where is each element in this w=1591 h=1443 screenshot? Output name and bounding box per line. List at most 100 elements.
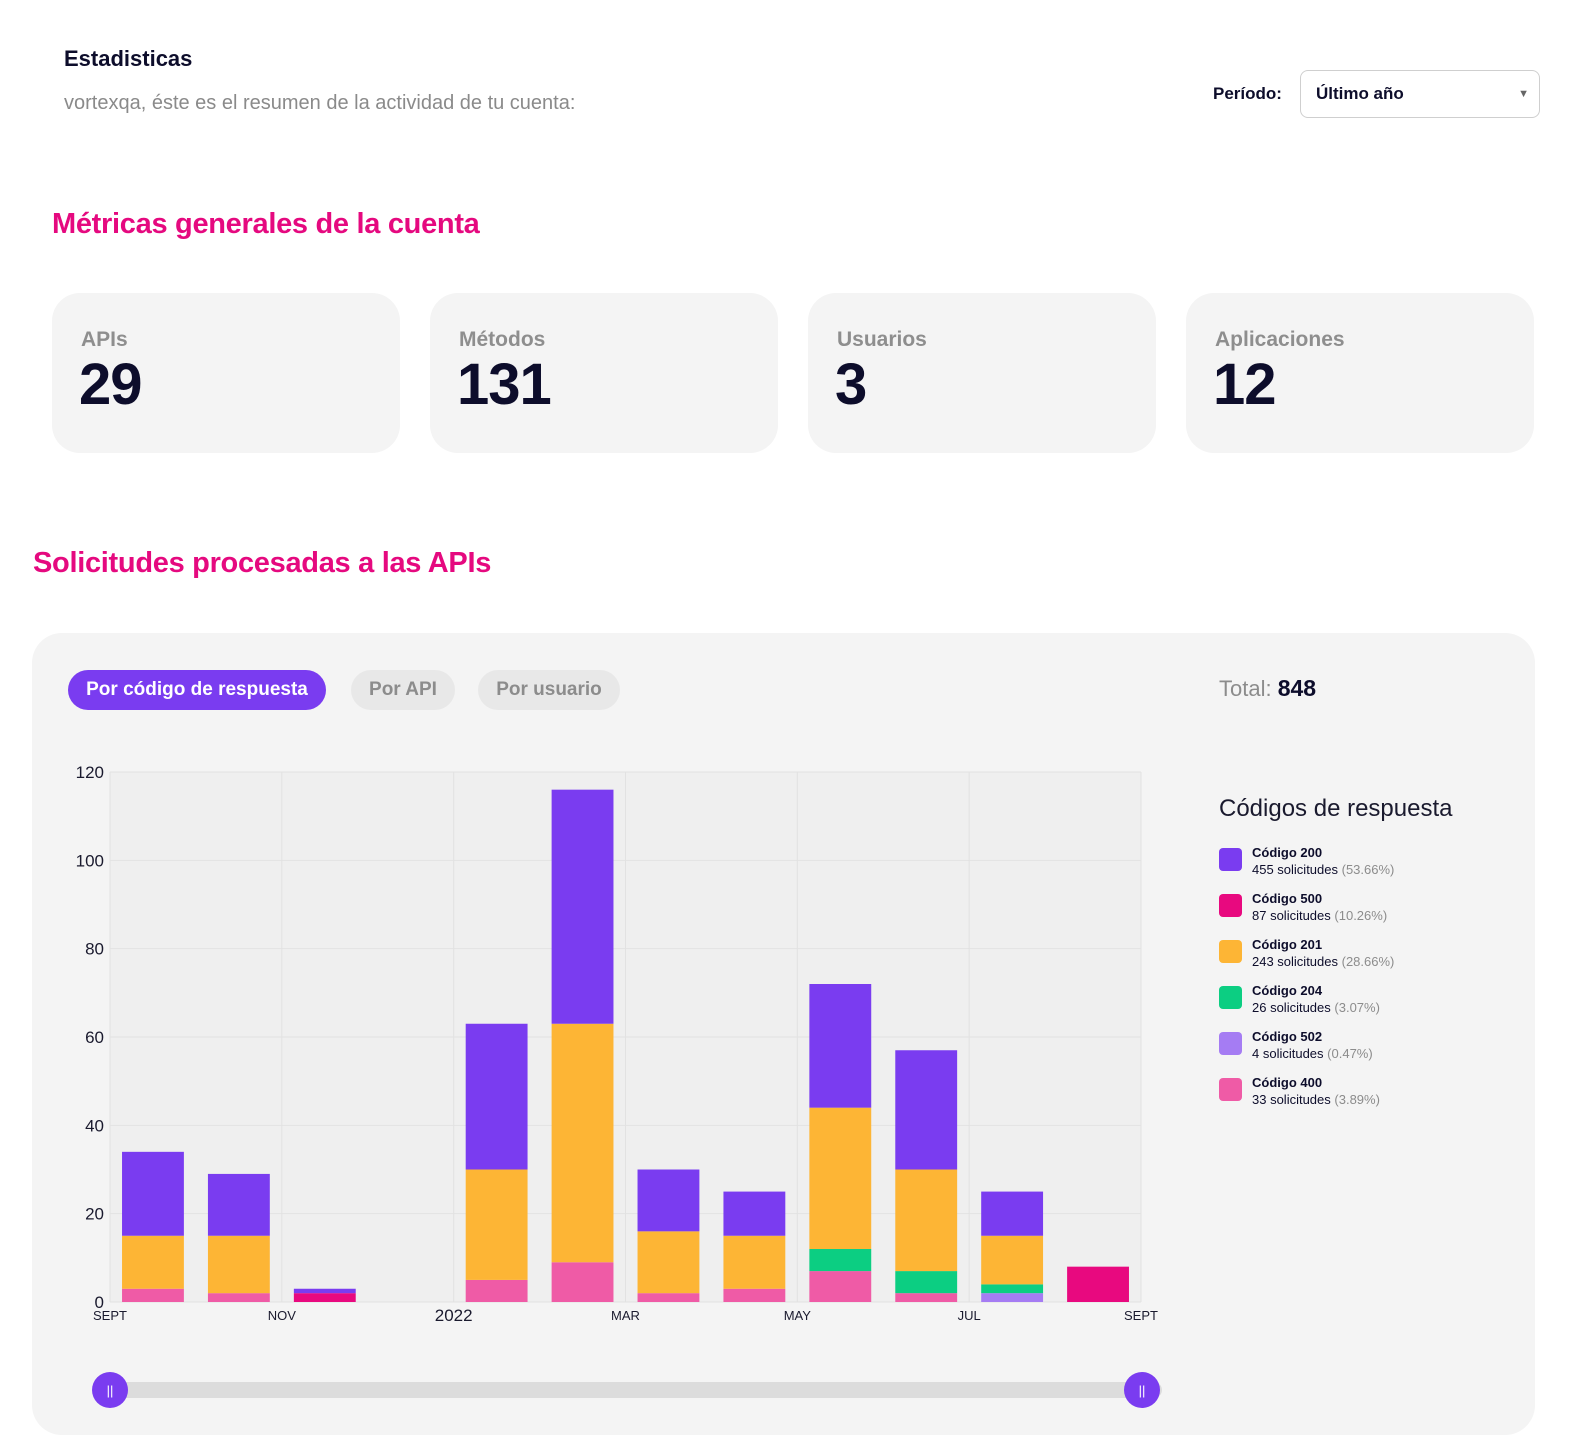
legend-count: 243 solicitudes — [1252, 954, 1338, 969]
bar-segment — [637, 1293, 700, 1302]
bar-segment — [122, 1235, 184, 1289]
metric-label: APIs — [81, 328, 128, 351]
legend-swatch — [1219, 894, 1242, 917]
bar-segment — [207, 1235, 270, 1294]
period-select[interactable]: Último año ▼ — [1299, 70, 1540, 118]
legend-count: 87 solicitudes — [1252, 908, 1331, 923]
y-tick-label: 0 — [95, 1293, 104, 1312]
bar-segment — [551, 1023, 614, 1263]
bar-segment — [465, 1279, 528, 1302]
legend-item-400[interactable]: Código 400 33 solicitudes (3.89%) — [1219, 1075, 1519, 1121]
requests-section-title: Solicitudes procesadas a las APIs — [33, 547, 492, 579]
range-slider-track[interactable] — [110, 1382, 1162, 1398]
range-slider-start-handle[interactable]: || — [92, 1372, 128, 1408]
bar-segment — [465, 1023, 528, 1170]
bar-segment — [809, 1249, 872, 1272]
legend-pct: (28.66%) — [1341, 954, 1395, 969]
legend-count: 26 solicitudes — [1252, 1000, 1331, 1015]
legend-title: Códigos de respuesta — [1219, 795, 1453, 822]
bar-segment — [207, 1173, 270, 1236]
metric-value: 29 — [79, 352, 143, 417]
bar-segment — [723, 1191, 786, 1236]
y-tick-label: 120 — [76, 763, 104, 782]
x-tick-label: MAY — [784, 1308, 812, 1323]
metric-label: Aplicaciones — [1215, 328, 1345, 351]
bar-segment — [465, 1169, 528, 1280]
bar-segment — [207, 1293, 270, 1302]
legend-name: Código 204 — [1252, 983, 1323, 998]
metric-value: 12 — [1213, 352, 1277, 417]
legend-count: 33 solicitudes — [1252, 1092, 1331, 1107]
legend: Códigos de respuesta Código 200 455 soli… — [1219, 795, 1519, 1121]
legend-item-200[interactable]: Código 200 455 solicitudes (53.66%) — [1219, 845, 1519, 891]
x-tick-label: 2022 — [435, 1306, 473, 1325]
legend-pct: (0.47%) — [1327, 1046, 1373, 1061]
metric-card-applications: Aplicaciones 12 — [1186, 293, 1534, 453]
legend-swatch — [1219, 940, 1242, 963]
legend-item-204[interactable]: Código 204 26 solicitudes (3.07%) — [1219, 983, 1519, 1029]
legend-pct: (53.66%) — [1341, 862, 1395, 877]
bar-segment — [293, 1288, 356, 1294]
bar-segment — [895, 1293, 958, 1302]
bar-segment — [809, 984, 872, 1108]
metric-card-users: Usuarios 3 — [808, 293, 1156, 453]
bar-segment — [809, 1107, 872, 1249]
chevron-down-icon: ▼ — [1518, 88, 1529, 100]
bar-segment — [551, 1262, 614, 1302]
bar-segment — [981, 1191, 1044, 1236]
legend-pct: (3.89%) — [1334, 1092, 1380, 1107]
bar-segment — [551, 789, 614, 1024]
legend-swatch — [1219, 1032, 1242, 1055]
y-tick-label: 80 — [85, 940, 104, 959]
bar-segment — [809, 1271, 872, 1302]
period-label: Período: — [1213, 84, 1282, 103]
period-selector: Período: Último año ▼ — [1213, 70, 1540, 118]
tab-by-user[interactable]: Por usuario — [478, 670, 620, 710]
legend-swatch — [1219, 848, 1242, 871]
bar-segment — [895, 1169, 958, 1272]
range-slider-end-handle[interactable]: || — [1124, 1372, 1160, 1408]
total-value: 848 — [1277, 675, 1317, 701]
x-tick-label: NOV — [268, 1308, 297, 1323]
x-tick-label: SEPT — [93, 1308, 127, 1323]
legend-count: 455 solicitudes — [1252, 862, 1338, 877]
y-tick-label: 20 — [85, 1205, 104, 1224]
metric-label: Usuarios — [837, 328, 927, 351]
legend-pct: (10.26%) — [1334, 908, 1388, 923]
legend-name: Código 502 — [1252, 1029, 1323, 1044]
bar-segment — [1067, 1266, 1129, 1302]
metrics-section-title: Métricas generales de la cuenta — [52, 208, 480, 240]
metric-label: Métodos — [459, 328, 546, 351]
legend-swatch — [1219, 1078, 1242, 1101]
requests-panel: Por código de respuesta Por API Por usua… — [32, 633, 1535, 1435]
page-subtitle: vortexqa, éste es el resumen de la activ… — [64, 92, 576, 114]
legend-item-502[interactable]: Código 502 4 solicitudes (0.47%) — [1219, 1029, 1519, 1075]
metric-card-methods: Métodos 131 — [430, 293, 778, 453]
x-tick-label: JUL — [958, 1308, 981, 1323]
period-select-value: Último año — [1315, 84, 1404, 103]
y-tick-label: 100 — [76, 851, 104, 870]
legend-item-201[interactable]: Código 201 243 solicitudes (28.66%) — [1219, 937, 1519, 983]
bar-segment — [981, 1293, 1044, 1302]
bar-segment — [293, 1293, 356, 1302]
bar-segment — [895, 1271, 958, 1294]
y-tick-label: 40 — [85, 1116, 104, 1135]
legend-item-500[interactable]: Código 500 87 solicitudes (10.26%) — [1219, 891, 1519, 937]
total-label: Total: — [1219, 676, 1272, 701]
bar-segment — [122, 1288, 184, 1302]
page-title: Estadisticas — [64, 46, 193, 71]
tab-by-api[interactable]: Por API — [351, 670, 455, 710]
tab-by-response-code[interactable]: Por código de respuesta — [68, 670, 326, 710]
x-tick-label: SEPT — [1124, 1308, 1158, 1323]
bar-segment — [723, 1288, 786, 1302]
legend-pct: (3.07%) — [1334, 1000, 1380, 1015]
metric-value: 131 — [457, 352, 552, 417]
x-tick-label: MAR — [611, 1308, 640, 1323]
legend-name: Código 200 — [1252, 845, 1323, 860]
legend-name: Código 500 — [1252, 891, 1323, 906]
total-requests: Total: 848 — [1219, 675, 1316, 702]
legend-swatch — [1219, 986, 1242, 1009]
legend-count: 4 solicitudes — [1252, 1046, 1324, 1061]
bar-segment — [637, 1231, 700, 1294]
metric-card-apis: APIs 29 — [52, 293, 400, 453]
